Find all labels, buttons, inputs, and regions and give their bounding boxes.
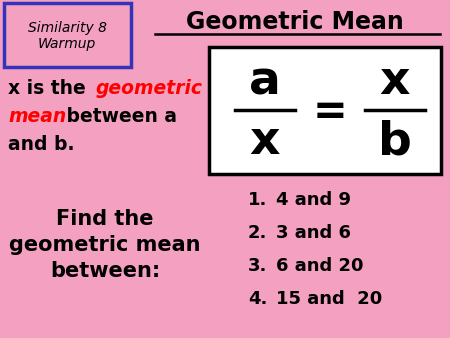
- Text: =: =: [313, 91, 347, 133]
- Text: between a: between a: [60, 106, 177, 125]
- Text: geometric: geometric: [96, 78, 203, 97]
- Text: 6 and 20: 6 and 20: [276, 257, 364, 275]
- Text: Similarity 8
Warmup: Similarity 8 Warmup: [27, 21, 107, 51]
- Text: 3.: 3.: [248, 257, 267, 275]
- Text: Geometric Mean: Geometric Mean: [186, 10, 404, 34]
- Text: Find the
geometric mean
between:: Find the geometric mean between:: [9, 209, 201, 282]
- Text: x: x: [250, 120, 280, 165]
- Text: and b.: and b.: [8, 135, 75, 153]
- Text: 3 and 6: 3 and 6: [276, 224, 351, 242]
- Text: a: a: [249, 59, 281, 104]
- Text: mean: mean: [8, 106, 66, 125]
- Text: x: x: [380, 59, 410, 104]
- Text: b: b: [378, 120, 412, 165]
- Text: 15 and  20: 15 and 20: [276, 290, 382, 308]
- FancyBboxPatch shape: [4, 3, 131, 67]
- Text: x is the: x is the: [8, 78, 92, 97]
- FancyBboxPatch shape: [209, 47, 441, 174]
- Text: 1.: 1.: [248, 191, 267, 209]
- Text: 4 and 9: 4 and 9: [276, 191, 351, 209]
- Text: 4.: 4.: [248, 290, 267, 308]
- Text: 2.: 2.: [248, 224, 267, 242]
